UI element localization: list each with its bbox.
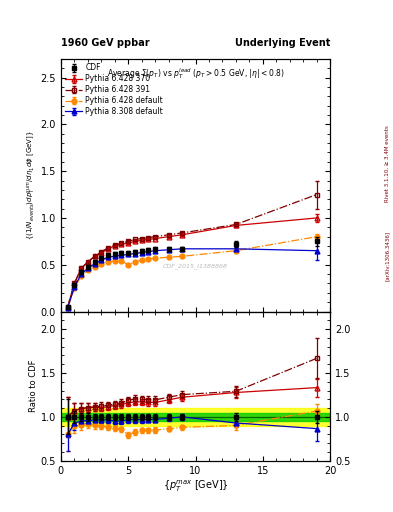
Text: [arXiv:1306.3436]: [arXiv:1306.3436] [385,231,389,281]
Text: Average $\Sigma(p_T)$ vs $p_T^{lead}$ $(p_T > 0.5$ GeV, $|\eta| < 0.8)$: Average $\Sigma(p_T)$ vs $p_T^{lead}$ $(… [107,67,284,81]
Text: 1960 GeV ppbar: 1960 GeV ppbar [61,37,150,48]
Text: CDF_2015_I1388868: CDF_2015_I1388868 [163,263,228,269]
Legend: CDF, Pythia 6.428 370, Pythia 6.428 391, Pythia 6.428 default, Pythia 8.308 defa: CDF, Pythia 6.428 370, Pythia 6.428 391,… [64,62,165,118]
Y-axis label: $\{(1/N_{events}) dp_T^{sum}/d\eta_1 d\phi$ [GeV]$\}$: $\{(1/N_{events}) dp_T^{sum}/d\eta_1 d\p… [26,130,38,240]
Text: Underlying Event: Underlying Event [235,37,330,48]
Y-axis label: Ratio to CDF: Ratio to CDF [29,360,38,412]
X-axis label: $\{p_T^{max}$ [GeV]$\}$: $\{p_T^{max}$ [GeV]$\}$ [163,478,228,494]
Text: Rivet 3.1.10, ≥ 3.4M events: Rivet 3.1.10, ≥ 3.4M events [385,125,389,202]
